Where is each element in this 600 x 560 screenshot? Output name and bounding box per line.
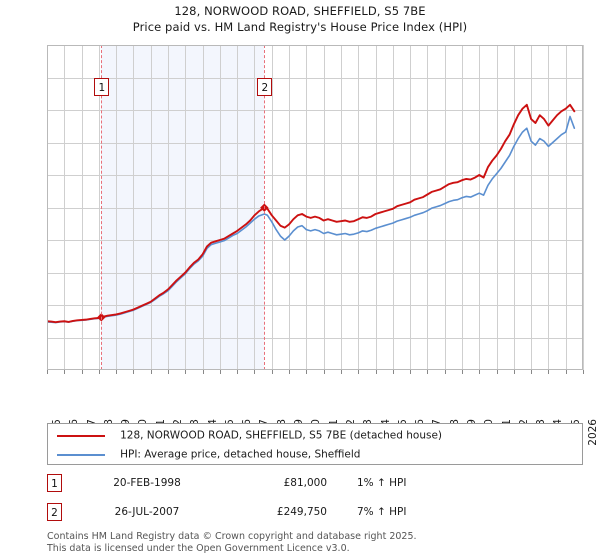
x-axis-tick (306, 370, 308, 374)
series-plot (47, 103, 576, 324)
x-axis-tick (358, 370, 360, 374)
x-axis-tick (81, 370, 83, 374)
chart-subtitle: Price paid vs. HM Land Registry's House … (132, 20, 468, 34)
event-dashed-line (101, 45, 103, 370)
x-axis-tick (340, 370, 342, 374)
x-axis-tick (513, 370, 515, 374)
x-axis-tick (531, 370, 533, 374)
copyright-footer: Contains HM Land Registry data © Crown c… (47, 531, 587, 554)
grid-line-horizontal (47, 175, 583, 176)
transaction-marker-2: 2 (47, 503, 62, 521)
grid-line-horizontal (47, 142, 583, 144)
x-axis-tick (289, 370, 291, 374)
table-row: 2 26-JUL-2007 £249,750 7% ↑ HPI (47, 503, 583, 525)
x-axis-tick (98, 370, 100, 374)
x-axis-tick (150, 370, 152, 374)
transaction-hpi-delta-1: 1% ↑ HPI (357, 477, 407, 489)
x-axis-tick (583, 370, 584, 374)
series-line (47, 115, 576, 324)
x-axis-tick (185, 370, 187, 374)
x-axis-tick (444, 370, 446, 374)
x-axis-tick (202, 370, 204, 374)
x-axis-tick (375, 370, 377, 374)
transaction-marker-1: 1 (47, 474, 62, 492)
x-axis-tick (427, 370, 429, 374)
legend-label-hpi: HPI: Average price, detached house, Shef… (120, 448, 361, 461)
legend-entry-hpi: HPI: Average price, detached house, Shef… (57, 445, 360, 463)
legend-swatch-hpi (57, 453, 105, 456)
grid-line-horizontal (47, 77, 583, 79)
grid-line-horizontal (47, 240, 583, 241)
transaction-price-1: £81,000 (283, 477, 327, 489)
event-marker-badge: 1 (94, 78, 110, 96)
legend-entry-property: 128, NORWOOD ROAD, SHEFFIELD, S5 7BE (de… (57, 426, 442, 444)
x-axis-tick (237, 370, 239, 374)
page-title: 128, NORWOOD ROAD, SHEFFIELD, S5 7BE Pri… (0, 3, 600, 35)
x-axis-tick (168, 370, 170, 374)
price-history-chart: £0£50K£100K£150K£200K£250K£300K£350K£400… (47, 45, 599, 446)
x-axis-tick (116, 370, 118, 374)
grid-line-horizontal (47, 337, 583, 339)
grid-line-horizontal (47, 207, 583, 209)
series-line (47, 103, 576, 324)
x-axis-tick (392, 370, 394, 374)
footer-line-2: This data is licensed under the Open Gov… (47, 542, 350, 554)
chart-legend: 128, NORWOOD ROAD, SHEFFIELD, S5 7BE (de… (47, 423, 583, 465)
x-axis-tick (254, 370, 256, 374)
grid-line-horizontal (47, 110, 583, 111)
x-axis-tick (410, 370, 412, 374)
footer-line-1: Contains HM Land Registry data © Crown c… (47, 531, 417, 542)
x-axis-tick (133, 370, 135, 374)
event-dashed-line (264, 45, 266, 370)
x-axis-tick (271, 370, 273, 374)
x-axis-tick (496, 370, 498, 374)
legend-swatch-property (57, 434, 105, 437)
transaction-hpi-delta-2: 7% ↑ HPI (357, 506, 407, 518)
x-axis-tick (219, 370, 221, 374)
transaction-price-2: £249,750 (276, 506, 327, 518)
x-axis-tick (47, 370, 48, 374)
legend-label-property: 128, NORWOOD ROAD, SHEFFIELD, S5 7BE (de… (120, 429, 443, 442)
x-axis-tick (323, 370, 325, 374)
table-row: 1 20-FEB-1998 £81,000 1% ↑ HPI (47, 474, 583, 496)
grid-line-horizontal (47, 305, 583, 306)
grid-line-vertical (583, 45, 584, 370)
transaction-date-1: 20-FEB-1998 (113, 477, 181, 489)
chart-title: 128, NORWOOD ROAD, SHEFFIELD, S5 7BE (174, 4, 426, 18)
x-axis-tick (548, 370, 550, 374)
x-axis-tick (479, 370, 481, 374)
event-marker-badge: 2 (257, 78, 273, 96)
grid-line-horizontal (47, 272, 583, 274)
x-axis-tick (565, 370, 567, 374)
x-axis-tick (461, 370, 463, 374)
transaction-date-2: 26-JUL-2007 (114, 506, 180, 518)
x-axis-tick (64, 370, 66, 374)
x-axis-tick-label: 2026 (587, 419, 599, 446)
